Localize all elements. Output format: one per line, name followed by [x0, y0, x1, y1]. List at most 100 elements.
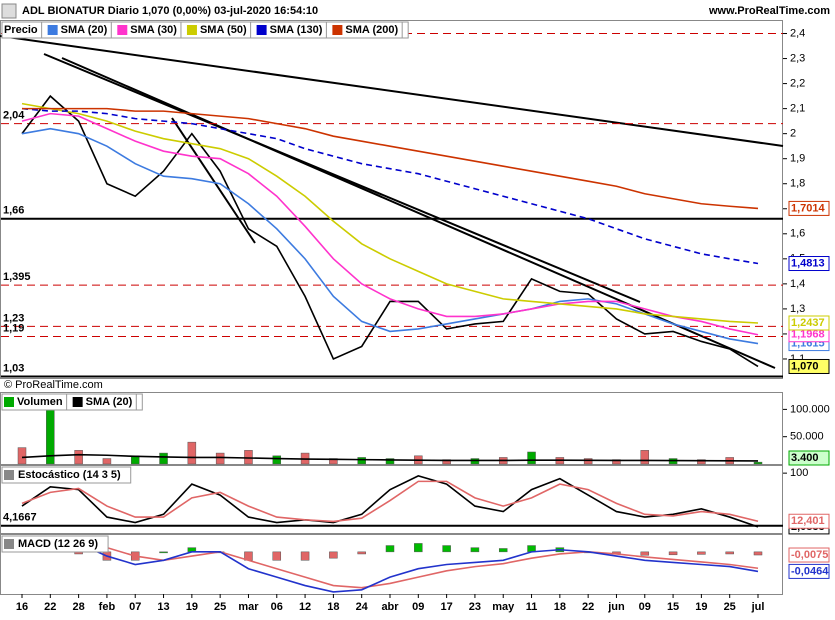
x-tick-label: abr — [381, 601, 399, 613]
bar — [329, 458, 338, 465]
chart-title: ADL BIONATUR Diario 1,070 (0,00%) 03-jul… — [22, 5, 318, 17]
series-line — [21, 112, 759, 336]
x-tick-label: jul — [751, 601, 765, 613]
series-line — [21, 538, 759, 593]
bar — [159, 551, 168, 554]
x-tick-label: 09 — [412, 601, 424, 613]
y-tick-label: 2,3 — [790, 52, 805, 64]
bar — [442, 545, 451, 553]
value-tag — [788, 200, 830, 216]
bar — [215, 452, 225, 465]
bar — [753, 461, 763, 465]
bar — [300, 551, 310, 561]
bar — [697, 551, 706, 555]
legend-swatch — [4, 470, 14, 480]
x-tick-label: jun — [607, 601, 625, 613]
legend-label: Precio — [4, 24, 38, 36]
y-tick-label: 1,8 — [790, 178, 805, 190]
bar — [753, 551, 763, 556]
level-label: 1,395 — [3, 271, 31, 283]
y-tick-label: 2,1 — [790, 103, 805, 115]
bar — [74, 450, 83, 465]
legend-label: SMA (50) — [200, 24, 247, 36]
legend-swatch — [256, 25, 267, 35]
series-line — [21, 127, 759, 345]
series-line — [21, 107, 759, 265]
x-tick-label: 18 — [327, 601, 339, 613]
x-tick-label: 16 — [16, 601, 28, 613]
legend-box — [1, 535, 109, 553]
x-tick-label: 28 — [72, 601, 84, 613]
x-tick-label: may — [492, 601, 515, 613]
level-label: 1,23 — [3, 312, 24, 324]
value-label: 1,2437 — [791, 317, 825, 329]
value-label: 1,070 — [791, 360, 819, 372]
value-label: 12,401 — [791, 515, 825, 527]
site-name: www.ProRealTime.com — [708, 5, 830, 17]
x-tick-label: 25 — [724, 601, 736, 613]
trend-lines — [0, 35, 784, 369]
bar — [612, 459, 621, 465]
bar — [583, 458, 593, 465]
value-label: 3.400 — [791, 452, 819, 464]
x-tick-label: 19 — [186, 601, 198, 613]
bar — [442, 459, 451, 465]
bar — [385, 545, 395, 553]
legend-box — [1, 393, 143, 411]
bar — [414, 543, 423, 553]
bar — [17, 447, 27, 465]
x-tick-label: 22 — [44, 601, 56, 613]
y-tick-label: 50.000 — [790, 431, 824, 443]
series-line — [21, 94, 759, 368]
legend-swatch — [4, 397, 14, 407]
x-tick-label: 12 — [299, 601, 311, 613]
level-label: 1,19 — [3, 322, 24, 334]
x-tick-label: 25 — [214, 601, 226, 613]
bar — [697, 459, 706, 465]
value-tag — [788, 450, 830, 466]
legend-swatch — [186, 25, 197, 35]
legend-label: SMA (30) — [130, 24, 177, 36]
x-tick-label: 11 — [526, 601, 538, 613]
series-line — [21, 475, 759, 528]
y-tick-label: 1,9 — [790, 153, 805, 165]
y-tick-label: 1,3 — [790, 303, 805, 315]
bar — [357, 457, 366, 465]
legend-swatch — [117, 25, 128, 35]
series-line — [21, 480, 759, 523]
x-tick-label: 18 — [554, 601, 566, 613]
bar — [668, 551, 678, 556]
legend-label: SMA (130) — [270, 24, 323, 36]
level-label: 1,66 — [3, 205, 24, 217]
bar — [640, 450, 650, 465]
x-tick-label: 17 — [440, 601, 452, 613]
bar — [329, 551, 338, 559]
legend-label: SMA (20) — [61, 24, 108, 36]
legend-label: SMA (200) — [345, 24, 398, 36]
x-tick-label: feb — [99, 601, 116, 613]
x-tick-label: 22 — [582, 601, 594, 613]
bar — [470, 458, 480, 465]
bar — [272, 551, 282, 561]
panel-title: MACD (12 26 9) — [18, 538, 98, 550]
value-label: 1,1968 — [791, 329, 825, 341]
legend-label: Volumen — [17, 396, 63, 408]
x-tick-label: 23 — [469, 601, 481, 613]
level-label: 2,04 — [3, 110, 25, 122]
legend-box — [1, 21, 409, 39]
menu-icon[interactable] — [1, 3, 17, 19]
bar — [725, 551, 734, 555]
x-tick-label: 07 — [129, 601, 141, 613]
y-tick-label: 2 — [790, 128, 796, 140]
bar — [187, 441, 197, 465]
bar — [527, 451, 536, 465]
value-tag — [788, 563, 830, 579]
y-tick-label: 100.000 — [790, 403, 830, 415]
value-label: -0,0464 — [791, 565, 829, 577]
bar — [498, 548, 508, 553]
bar — [640, 551, 650, 556]
level-label: 1,03 — [3, 362, 24, 374]
legend-box — [1, 466, 132, 484]
value-label: -0,0075 — [791, 549, 828, 561]
